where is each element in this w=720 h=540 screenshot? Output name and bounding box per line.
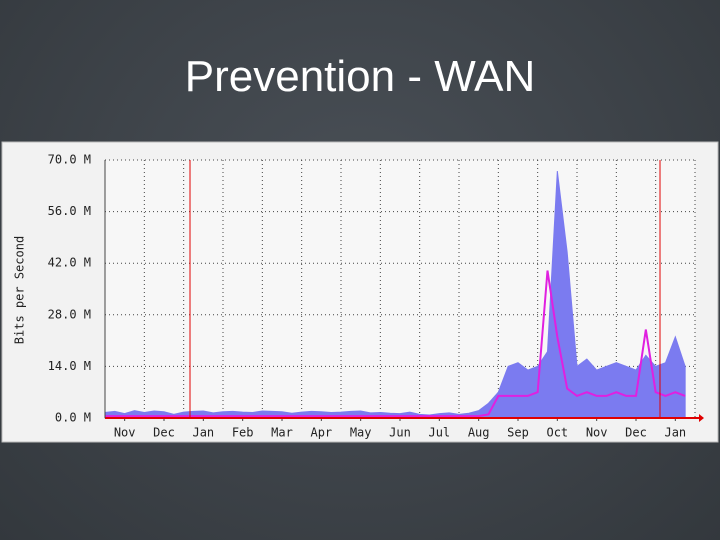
x-tick-label: Sep <box>507 426 529 440</box>
x-axis-arrow <box>699 414 704 422</box>
y-axis-label: Bits per Second <box>13 236 27 344</box>
y-tick-label: 42.0 M <box>48 256 91 270</box>
input-area <box>104 170 686 419</box>
x-tick-label: Dec <box>625 426 647 440</box>
x-tick-label: Jun <box>389 426 411 440</box>
output-line <box>105 270 686 418</box>
x-tick-label: Mar <box>271 426 293 440</box>
x-tick-label: Apr <box>310 426 332 440</box>
slide-title: Prevention - WAN <box>184 52 536 101</box>
y-tick-label: 0.0 M <box>55 411 91 425</box>
x-tick-label: Oct <box>546 426 568 440</box>
x-tick-label: Jul <box>428 426 450 440</box>
y-tick-label: 56.0 M <box>48 204 91 218</box>
x-tick-label: Feb <box>232 426 254 440</box>
x-tick-label: Nov <box>586 426 608 440</box>
x-tick-label: Nov <box>114 426 136 440</box>
x-tick-label: Dec <box>153 426 175 440</box>
x-tick-label: Jan <box>192 426 214 440</box>
y-tick-label: 70.0 M <box>48 153 91 167</box>
y-tick-label: 28.0 M <box>48 307 91 321</box>
x-tick-label: Aug <box>468 426 490 440</box>
y-tick-label: 14.0 M <box>48 359 91 373</box>
x-tick-label: May <box>350 426 372 440</box>
x-tick-label: Jan <box>664 426 686 440</box>
